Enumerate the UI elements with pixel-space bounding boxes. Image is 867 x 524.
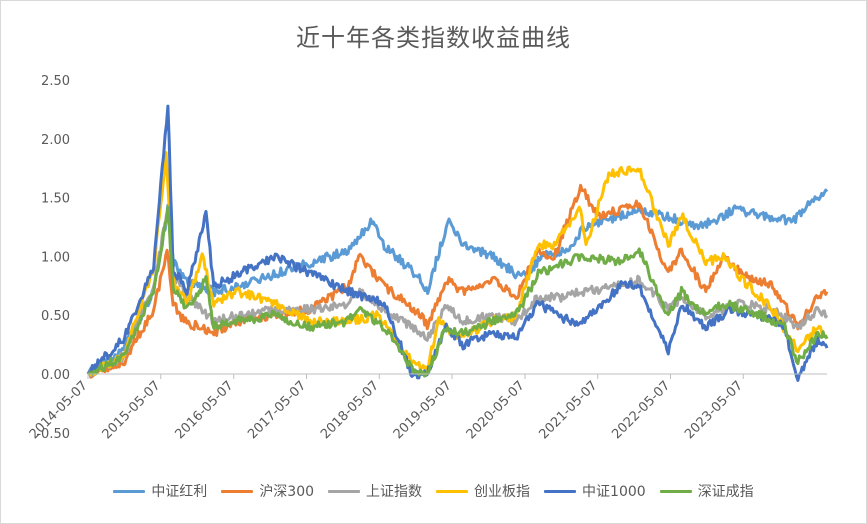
legend-item: 上证指数 [328,481,422,501]
legend-swatch [436,489,469,493]
series-line-4 [86,104,829,382]
legend-swatch [221,489,254,493]
legend-label: 中证红利 [151,484,208,500]
legend-label: 中证1000 [582,484,646,500]
x-tick-label: 2021-05-07 [537,378,601,442]
series-line-5 [87,205,829,378]
legend-label: 沪深300 [259,484,315,500]
legend-item: 深证成指 [659,481,754,501]
y-tick-label: 2.00 [41,133,70,148]
legend-swatch [113,489,146,493]
x-tick-label: 2022-05-07 [609,378,673,442]
series-lines [86,104,829,382]
y-axis: -0.50 0.00 0.50 1.00 1.50 2.00 2.50 [36,74,70,442]
x-axis: 2014-05-07 2015-05-07 2016-05-07 2017-05-07… [27,374,746,442]
y-tick-label: -0.50 [36,427,70,442]
legend-label: 创业板指 [474,484,531,500]
chart-title: 近十年各类指数收益曲线 [296,24,571,52]
x-tick-label: 2020-05-07 [464,378,528,442]
legend: 中证红利 沪深300 上证指数 创业板指 中证1000 深证成指 [0,481,867,501]
series-line-0 [86,188,829,375]
legend-swatch [659,489,692,493]
legend-label: 上证指数 [366,484,423,500]
series-line-1 [86,183,829,379]
y-tick-label: 0.00 [41,368,70,383]
series-line-3 [86,151,829,377]
legend-label: 深证成指 [697,484,754,500]
x-tick-label: 2019-05-07 [391,378,455,442]
x-tick-label: 2017-05-07 [245,378,309,442]
x-tick-label: 2015-05-07 [100,378,164,442]
y-tick-label: 2.50 [41,74,70,89]
legend-item: 中证1000 [544,481,646,501]
legend-item: 创业板指 [436,481,530,501]
legend-swatch [328,489,361,493]
y-tick-label: 1.00 [41,250,70,265]
x-tick-label: 2018-05-07 [318,378,382,442]
legend-item: 中证红利 [113,481,207,501]
y-tick-label: 1.50 [41,192,70,207]
legend-swatch [544,489,577,493]
x-tick-label: 2016-05-07 [173,378,237,442]
legend-item: 沪深300 [221,481,314,501]
x-tick-label: 2023-05-07 [682,378,746,442]
y-tick-label: 0.50 [41,309,70,324]
